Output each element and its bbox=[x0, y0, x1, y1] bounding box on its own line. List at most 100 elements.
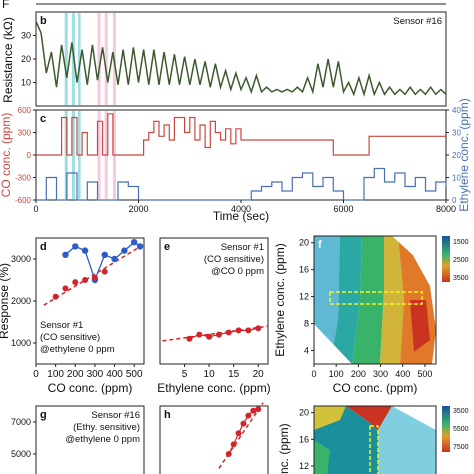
f-xtick-label-2: 200 bbox=[351, 369, 366, 379]
highlight-band-3 bbox=[97, 111, 101, 199]
h-red-point-5 bbox=[250, 407, 257, 414]
c-rtick-label-2: 20 bbox=[452, 151, 461, 160]
c-xtick-label-1: 2000 bbox=[128, 204, 148, 214]
c-xtick-label-0: 0 bbox=[33, 204, 38, 214]
c-ltick-label-2: 0 bbox=[27, 151, 32, 160]
f-ytick-label-1: 8 bbox=[304, 319, 309, 329]
panel-h-frame bbox=[159, 405, 269, 474]
panel-i-colorbar bbox=[442, 406, 450, 452]
d-ytick-label-2: 3000 bbox=[11, 254, 31, 264]
ethylene-concentration-line bbox=[36, 167, 447, 201]
panel-d: 0 100 200 300 400 500 1000 2000 3000 d Sensor #1… bbox=[0, 237, 145, 395]
panel-e-letter: e bbox=[164, 241, 170, 253]
panel-f-mask-upper bbox=[392, 236, 436, 276]
g-ytick-label-0: 5000 bbox=[11, 449, 31, 459]
b-ytick-label-0: 10 bbox=[21, 78, 31, 88]
panel-f-frame-top bbox=[313, 235, 437, 365]
d-xtick-label-1: 100 bbox=[47, 369, 64, 380]
e-red-point-2 bbox=[206, 333, 213, 340]
panel-i-contour-2 bbox=[346, 406, 392, 430]
panel-f-xlabel: CO conc. (ppm) bbox=[333, 381, 418, 395]
panel-d-letter: d bbox=[40, 241, 47, 253]
panel-f-cbar-1: 1500 bbox=[453, 239, 469, 246]
panel-f-ylabel: Ethylene conc. (ppm) bbox=[273, 243, 287, 356]
panel-e-note-2: (CO sensitive) bbox=[204, 254, 264, 265]
panel-f: 1500 2500 3500 0 100 200 300 400 50048121620 … bbox=[273, 235, 469, 395]
e-xtick-label-2: 15 bbox=[228, 369, 240, 380]
e-red-point-3 bbox=[215, 331, 222, 338]
e-xtick-label-3: 20 bbox=[253, 369, 265, 380]
panel-b-letter: b bbox=[40, 15, 47, 27]
c-xtick-label-4: 8000 bbox=[436, 204, 456, 214]
e-red-point-6 bbox=[245, 327, 252, 334]
h-red-point-4 bbox=[245, 412, 252, 419]
c-xtick-label-2: 4000 bbox=[231, 204, 251, 214]
panel-f-contour-6 bbox=[410, 300, 430, 352]
c-rtick-label-1: 10 bbox=[452, 174, 461, 183]
f-xtick-label-5: 500 bbox=[417, 369, 432, 379]
highlight-band-0 bbox=[64, 13, 68, 105]
f-xtick-label-4: 400 bbox=[395, 369, 410, 379]
panel-i-cbar-1: 3500 bbox=[453, 408, 469, 415]
panel-i-mask bbox=[392, 406, 436, 430]
panel-g-note-2: (Ethy. sensitive) bbox=[73, 422, 140, 433]
panel-c-right-ylabel: Ethylene conc. (ppm) bbox=[457, 98, 471, 211]
c-ltick-label-4: 600 bbox=[18, 106, 32, 115]
e-xtick-label-1: 10 bbox=[204, 369, 216, 380]
e-red-point-5 bbox=[235, 327, 242, 334]
panel-d-xlabel: CO conc. (ppm) bbox=[48, 381, 133, 395]
e-red-point-1 bbox=[196, 331, 203, 338]
panel-e-xlabel: Ethylene conc. (ppm) bbox=[157, 381, 270, 395]
panel-f-mask-lower bbox=[314, 324, 352, 364]
c-rtick-label-3: 30 bbox=[452, 129, 461, 138]
c-ltick-label-0: -600 bbox=[15, 196, 32, 205]
d-blue-point-6 bbox=[121, 247, 128, 254]
f-ytick-label-2: 12 bbox=[299, 292, 309, 302]
panel-d-note-2: (CO sensitive) bbox=[40, 332, 100, 343]
d-blue-point-2 bbox=[81, 247, 89, 254]
panel-i: 3500 5500 7500 12 16 20 conc. (ppm) bbox=[277, 405, 469, 474]
panel-b-ylabel: Resistance (kΩ) bbox=[1, 17, 15, 103]
panel-d-ylabel: Response (%) bbox=[0, 263, 11, 339]
f-ytick-label-3: 16 bbox=[299, 265, 309, 275]
g-ytick-label-1: 7000 bbox=[11, 417, 31, 427]
panel-f-contour-4 bbox=[380, 236, 404, 364]
f-ytick-label-0: 4 bbox=[304, 346, 309, 356]
e-red-point-7 bbox=[255, 325, 262, 332]
d-blue-point-1 bbox=[72, 243, 79, 250]
panel-c-left-ylabel: CO conc. (ppm) bbox=[0, 113, 13, 198]
resistance-series-line bbox=[35, 21, 447, 97]
panel-f-colorbar bbox=[442, 236, 450, 282]
d-ytick-label-1: 2000 bbox=[11, 296, 31, 306]
panel-e-frame bbox=[159, 237, 269, 365]
c-rtick-label-4: 40 bbox=[452, 106, 461, 115]
h-red-point-3 bbox=[240, 420, 247, 427]
panel-d-note-3: @ethylene 0 ppm bbox=[40, 344, 115, 355]
panel-e-note-3: @CO 0 ppm bbox=[211, 266, 264, 277]
d-blue-point-5 bbox=[111, 255, 118, 263]
d-xtick-label-2: 200 bbox=[67, 369, 84, 380]
d-blue-point-7 bbox=[130, 239, 138, 246]
highlight-band-2 bbox=[78, 13, 81, 105]
panel-i-contour-5 bbox=[314, 440, 330, 474]
f-xtick-label-1: 100 bbox=[329, 369, 344, 379]
c-xtick-label-3: 6000 bbox=[333, 204, 353, 214]
d-red-point-3 bbox=[82, 277, 89, 283]
panel-f-dashed-box bbox=[329, 291, 423, 305]
panel-h-letter: h bbox=[164, 409, 171, 421]
b-ytick-label-1: 20 bbox=[21, 54, 31, 64]
d-ytick-label-0: 1000 bbox=[11, 338, 31, 348]
panel-g-frame bbox=[35, 405, 145, 474]
i-ytick-label-2: 20 bbox=[299, 408, 309, 418]
panel-c-letter: c bbox=[40, 113, 46, 125]
e-xtick-label-0: 5 bbox=[182, 369, 188, 380]
h-red-point-2 bbox=[235, 430, 242, 437]
d-red-point-2 bbox=[72, 279, 79, 286]
e-red-point-4 bbox=[225, 329, 232, 336]
b-ytick-label-2: 30 bbox=[21, 31, 31, 41]
d-xtick-label-3: 300 bbox=[87, 369, 104, 380]
d-xtick-label-0: 0 bbox=[33, 369, 39, 380]
d-fit-line bbox=[43, 243, 145, 306]
